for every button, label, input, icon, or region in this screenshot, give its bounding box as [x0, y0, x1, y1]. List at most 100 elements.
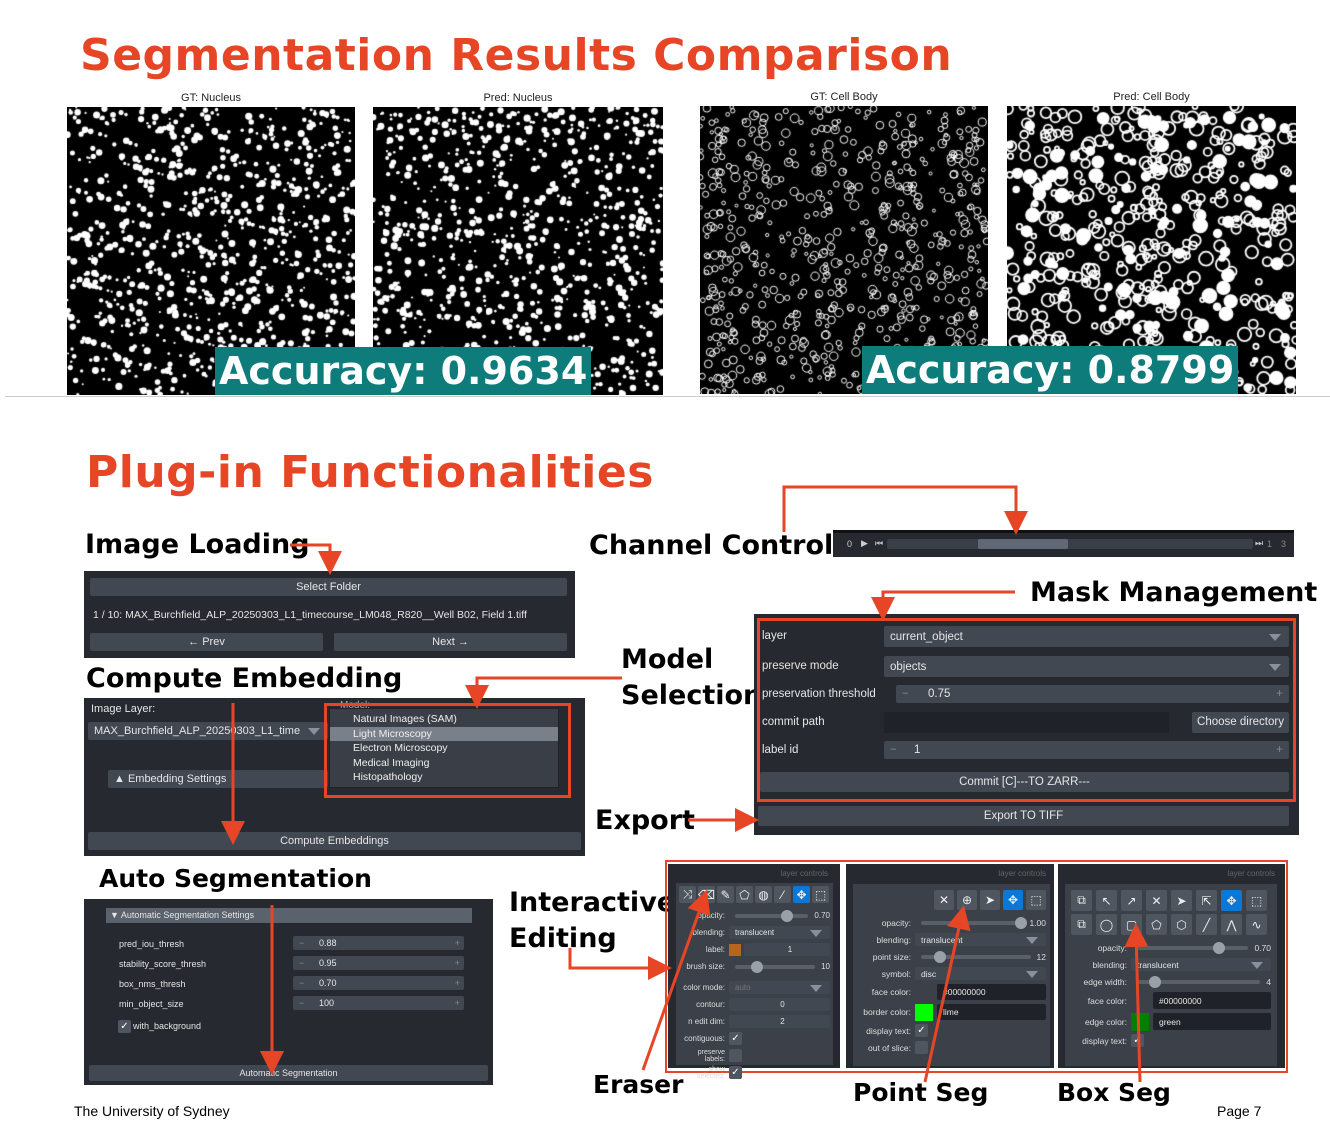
select-icon[interactable]: ➤	[1171, 890, 1192, 911]
paint-icon[interactable]: ✎	[717, 886, 734, 903]
param-stepper[interactable]: − 0.88 +	[293, 936, 464, 950]
rectangle-icon[interactable]: ▢	[1121, 914, 1142, 935]
lasso-icon[interactable]: ⬡	[1171, 914, 1192, 935]
fill-icon[interactable]: ◍	[755, 886, 772, 903]
model-option[interactable]: Electron Microscopy	[353, 742, 448, 754]
compute-embeddings-button[interactable]: Compute Embeddings	[88, 832, 581, 850]
step-forward-icon[interactable]: ⏭	[1255, 538, 1264, 548]
plus-icon[interactable]: +	[454, 998, 460, 1008]
plus-icon[interactable]: +	[1276, 744, 1283, 756]
auto-seg-settings-toggle[interactable]: ▼ Automatic Segmentation Settings	[106, 908, 472, 923]
shuffle-icon[interactable]: ⤨	[679, 886, 696, 903]
threshold-stepper[interactable]: − 0.75 +	[896, 685, 1289, 703]
minus-icon[interactable]: −	[299, 938, 305, 948]
eraser-icon[interactable]: ⌫	[698, 886, 715, 903]
plus-icon[interactable]: +	[1276, 688, 1283, 700]
select-icon[interactable]: ➤	[980, 890, 1000, 910]
model-option[interactable]: Medical Imaging	[353, 756, 430, 769]
move-back-icon[interactable]: ⧉	[1071, 914, 1092, 935]
export-tiff-button[interactable]: Export TO TIFF	[758, 806, 1289, 826]
label-stepper[interactable]: 1	[744, 943, 830, 956]
blending-select[interactable]: translucent	[1131, 958, 1271, 971]
pan-zoom-icon[interactable]: ✥	[1221, 890, 1242, 911]
minus-icon[interactable]: −	[890, 744, 897, 756]
preserve-labels-checkbox[interactable]	[729, 1049, 742, 1062]
display-text-checkbox[interactable]: ✓	[915, 1024, 928, 1037]
minus-icon[interactable]: −	[299, 998, 305, 1008]
pan-zoom-icon[interactable]: ✥	[793, 886, 810, 903]
opacity-slider[interactable]	[1137, 941, 1249, 954]
polygon-icon[interactable]: ⬠	[736, 886, 753, 903]
picker-icon[interactable]: ⁄	[774, 886, 791, 903]
out-of-slice-checkbox[interactable]	[915, 1041, 928, 1054]
preserve-mode-select[interactable]: objects	[884, 656, 1289, 677]
show-selected-checkbox[interactable]: ✓	[729, 1066, 742, 1079]
label-color-swatch[interactable]	[729, 943, 741, 956]
border-color-swatch[interactable]	[915, 1003, 933, 1021]
brush-size-slider[interactable]	[735, 960, 816, 973]
model-dropdown[interactable]: Natural Images (SAM)✓Light MicroscopyEle…	[329, 708, 559, 788]
face-color-input[interactable]: #00000000	[937, 984, 1046, 1000]
edge-width-slider[interactable]	[1137, 975, 1261, 988]
embedding-settings-toggle[interactable]: ▲ Embedding Settings	[108, 770, 328, 788]
with-background-checkbox[interactable]: ✓	[118, 1020, 131, 1033]
edge-color-swatch[interactable]	[1131, 1012, 1149, 1031]
opacity-slider[interactable]	[735, 909, 809, 922]
minus-icon[interactable]: −	[299, 978, 305, 988]
minus-icon[interactable]: −	[902, 688, 909, 700]
vertex-icon[interactable]: ⧉	[1071, 890, 1092, 911]
select-folder-button[interactable]: Select Folder	[90, 578, 567, 596]
model-option[interactable]: Light Microscopy	[330, 726, 558, 741]
transform-icon[interactable]: ⬚	[1026, 890, 1046, 910]
blending-select[interactable]: translucent	[915, 933, 1046, 946]
play-icon[interactable]: ▶	[861, 538, 868, 548]
point-size-slider[interactable]	[921, 950, 1031, 963]
next-button[interactable]: Next →	[334, 633, 567, 651]
param-stepper[interactable]: − 0.95 +	[293, 956, 464, 970]
border-color-input[interactable]: lime	[937, 1004, 1046, 1020]
edge-color-input[interactable]: green	[1153, 1013, 1271, 1030]
remove-vertex-icon[interactable]: ↖	[1096, 890, 1117, 911]
delete-icon[interactable]: ✕	[934, 890, 954, 910]
delete-icon[interactable]: ✕	[1146, 890, 1167, 911]
add-vertex-icon[interactable]: ↗	[1121, 890, 1142, 911]
channel-slider-handle[interactable]	[977, 539, 1068, 549]
display-text-checkbox[interactable]: ✓	[1131, 1034, 1144, 1047]
freehand-icon[interactable]: ∿	[1246, 914, 1267, 935]
model-option[interactable]: Histopathology	[353, 771, 423, 783]
transform-icon[interactable]: ⬚	[1246, 890, 1267, 911]
layer-select[interactable]: current_object	[884, 626, 1289, 647]
edit-dim-stepper[interactable]: 2	[729, 1015, 830, 1028]
param-stepper[interactable]: − 0.70 +	[293, 976, 464, 990]
color-mode-select[interactable]: auto	[729, 981, 830, 994]
prev-button[interactable]: ← Prev	[90, 633, 323, 651]
face-color-input[interactable]: #00000000	[1153, 992, 1271, 1009]
direct-select-icon[interactable]: ⇱	[1196, 890, 1217, 911]
blending-select[interactable]: translucent	[729, 926, 830, 939]
model-option[interactable]: Natural Images (SAM)	[353, 713, 457, 725]
transform-icon[interactable]: ⬚	[812, 886, 829, 903]
step-back-icon[interactable]: ⏮	[875, 538, 884, 548]
commit-path-input[interactable]	[884, 712, 1169, 733]
path-icon[interactable]: ⋀	[1221, 914, 1242, 935]
line-icon[interactable]: ╱	[1196, 914, 1217, 935]
minus-icon[interactable]: −	[299, 958, 305, 968]
label-id-stepper[interactable]: − 1 +	[884, 741, 1289, 759]
contiguous-checkbox[interactable]: ✓	[729, 1032, 742, 1045]
channel-slider[interactable]	[887, 539, 1253, 549]
opacity-slider[interactable]	[921, 916, 1028, 929]
ellipse-icon[interactable]: ◯	[1096, 914, 1117, 935]
choose-directory-button[interactable]: Choose directory	[1192, 712, 1289, 733]
add-point-icon[interactable]: ⊕	[957, 890, 977, 910]
polygon-icon[interactable]: ⬠	[1146, 914, 1167, 935]
symbol-select[interactable]: disc	[915, 967, 1046, 980]
plus-icon[interactable]: +	[454, 978, 460, 988]
plus-icon[interactable]: +	[454, 938, 460, 948]
param-stepper[interactable]: − 100 +	[293, 996, 464, 1010]
commit-button[interactable]: Commit [C]---TO ZARR---	[760, 772, 1289, 792]
pan-zoom-icon[interactable]: ✥	[1003, 890, 1023, 910]
plus-icon[interactable]: +	[454, 958, 460, 968]
automatic-segmentation-button[interactable]: Automatic Segmentation	[89, 1065, 488, 1081]
image-layer-select[interactable]: MAX_Burchfield_ALP_20250303_L1_time	[88, 722, 328, 740]
contour-stepper[interactable]: 0	[729, 998, 830, 1011]
